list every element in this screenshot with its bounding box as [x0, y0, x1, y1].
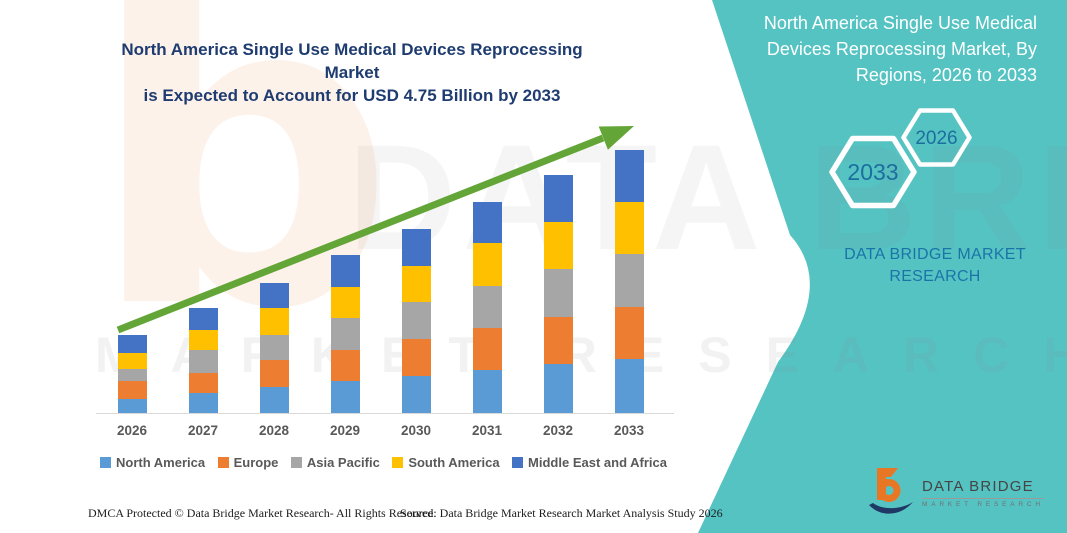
panel-brand-text: DATA BRIDGE MARKET RESEARCH	[822, 244, 1048, 288]
bar-segment-asia-pacific-2027	[188, 349, 218, 373]
databridge-logo: DATA BRIDGE MARKET RESEARCH	[868, 466, 1044, 520]
x-axis-label-2028: 2028	[258, 423, 290, 438]
legend-label-middle-east-and-africa: Middle East and Africa	[528, 455, 667, 470]
bar-segment-south-america-2030	[401, 265, 431, 303]
bar-segment-middle-east-and-africa-2031	[472, 201, 502, 244]
legend-item-europe: Europe	[217, 455, 279, 470]
panel-brand-line1: DATA BRIDGE MARKET	[844, 246, 1026, 263]
bar-segment-middle-east-and-africa-2030	[401, 229, 431, 266]
legend-item-middle-east-and-africa: Middle East and Africa	[512, 455, 667, 470]
legend-item-south-america: South America	[392, 455, 500, 470]
bar-segment-middle-east-and-africa-2032	[543, 174, 573, 222]
bar-segment-north-america-2027	[188, 393, 218, 413]
bar-segment-asia-pacific-2030	[401, 302, 431, 340]
legend-label-europe: Europe	[233, 455, 279, 470]
databridge-logo-text: DATA BRIDGE MARKET RESEARCH	[922, 478, 1044, 508]
bar-segment-middle-east-and-africa-2027	[188, 307, 218, 330]
x-axis-label-2030: 2030	[400, 423, 432, 438]
footer-dmca-text: DMCA Protected © Data Bridge Market Rese…	[88, 506, 437, 520]
legend-swatch-middle-east-and-africa	[512, 457, 524, 468]
legend-swatch-asia-pacific	[290, 457, 302, 468]
hexagon-2033-label: 2033	[847, 159, 898, 185]
bar-segment-europe-2028	[259, 360, 289, 387]
x-axis-label-2026: 2026	[116, 423, 148, 438]
x-axis-label-2029: 2029	[329, 423, 361, 438]
bar-segment-south-america-2031	[472, 243, 502, 286]
chart-title: North America Single Use Medical Devices…	[92, 38, 612, 107]
hexagon-badges: 2026 2033	[829, 108, 972, 209]
legend-swatch-south-america	[392, 457, 404, 468]
bar-segment-europe-2032	[543, 317, 573, 365]
bar-segment-north-america-2031	[472, 369, 502, 413]
bar-segment-asia-pacific-2033	[614, 254, 644, 308]
legend-label-south-america: South America	[408, 455, 500, 470]
bar-segment-south-america-2026	[117, 352, 147, 370]
panel-title-line1: North America Single Use Medical	[763, 13, 1037, 33]
panel-title-line3: Regions, 2026 to 2033	[855, 65, 1037, 85]
legend-swatch-europe	[217, 457, 229, 468]
databridge-logo-icon	[869, 468, 913, 514]
hexagon-2033: 2033	[829, 135, 917, 209]
legend-item-asia-pacific: Asia Pacific	[290, 455, 380, 470]
bar-segment-asia-pacific-2026	[117, 369, 147, 382]
legend-label-north-america: North America	[116, 455, 206, 470]
bar-segment-asia-pacific-2028	[259, 334, 289, 361]
panel-brand-line2: RESEARCH	[889, 268, 981, 285]
x-axis-label-2031: 2031	[471, 423, 503, 438]
bar-segment-north-america-2033	[614, 359, 644, 413]
bar-segment-europe-2033	[614, 307, 644, 360]
bar-segment-south-america-2032	[543, 221, 573, 269]
bar-segment-north-america-2030	[401, 375, 431, 413]
chart-title-line2: is Expected to Account for USD 4.75 Bill…	[143, 86, 561, 105]
bar-segment-south-america-2027	[188, 329, 218, 350]
bar-segment-north-america-2029	[330, 381, 360, 413]
panel-title-line2: Devices Reprocessing Market, By	[766, 39, 1037, 59]
bar-segment-middle-east-and-africa-2033	[614, 149, 644, 202]
bar-segment-north-america-2026	[117, 398, 147, 413]
bar-segment-north-america-2032	[543, 364, 573, 413]
x-axis-label-2027: 2027	[187, 423, 219, 438]
legend-swatch-north-america	[100, 457, 111, 468]
bar-segment-middle-east-and-africa-2028	[259, 282, 289, 309]
bar-segment-asia-pacific-2031	[472, 285, 502, 329]
bar-segment-south-america-2033	[614, 201, 644, 254]
bar-segment-south-america-2028	[259, 308, 289, 335]
legend-item-north-america: North America	[100, 455, 205, 470]
chart-legend: North America Europe Asia Pacific South Ame…	[100, 455, 667, 470]
logo-name: DATA BRIDGE	[922, 478, 1034, 495]
bar-segment-middle-east-and-africa-2029	[330, 255, 360, 287]
hexagon-2026: 2026	[901, 108, 972, 167]
bar-segment-north-america-2028	[259, 386, 289, 413]
logo-divider	[922, 498, 1044, 499]
bar-segment-europe-2031	[472, 328, 502, 370]
footer-source-text: Source: Data Bridge Market Research Mark…	[400, 506, 723, 520]
bar-segment-asia-pacific-2032	[543, 268, 573, 318]
bar-segment-asia-pacific-2029	[330, 318, 360, 351]
bar-segment-europe-2029	[330, 350, 360, 382]
bar-segment-south-america-2029	[330, 286, 360, 319]
bar-segment-europe-2026	[117, 381, 147, 399]
panel-title: North America Single Use Medical Devices…	[707, 10, 1037, 88]
bar-segment-europe-2030	[401, 339, 431, 376]
bar-segment-middle-east-and-africa-2026	[117, 335, 147, 353]
logo-tagline: MARKET RESEARCH	[922, 501, 1044, 508]
chart-title-line1: North America Single Use Medical Devices…	[121, 40, 583, 82]
hexagon-2026-label: 2026	[915, 128, 957, 149]
legend-label-asia-pacific: Asia Pacific	[306, 455, 380, 470]
bar-segment-europe-2027	[188, 372, 218, 394]
x-axis-label-2032: 2032	[542, 423, 574, 438]
x-axis-line	[96, 413, 674, 414]
x-axis-label-2033: 2033	[613, 423, 645, 438]
